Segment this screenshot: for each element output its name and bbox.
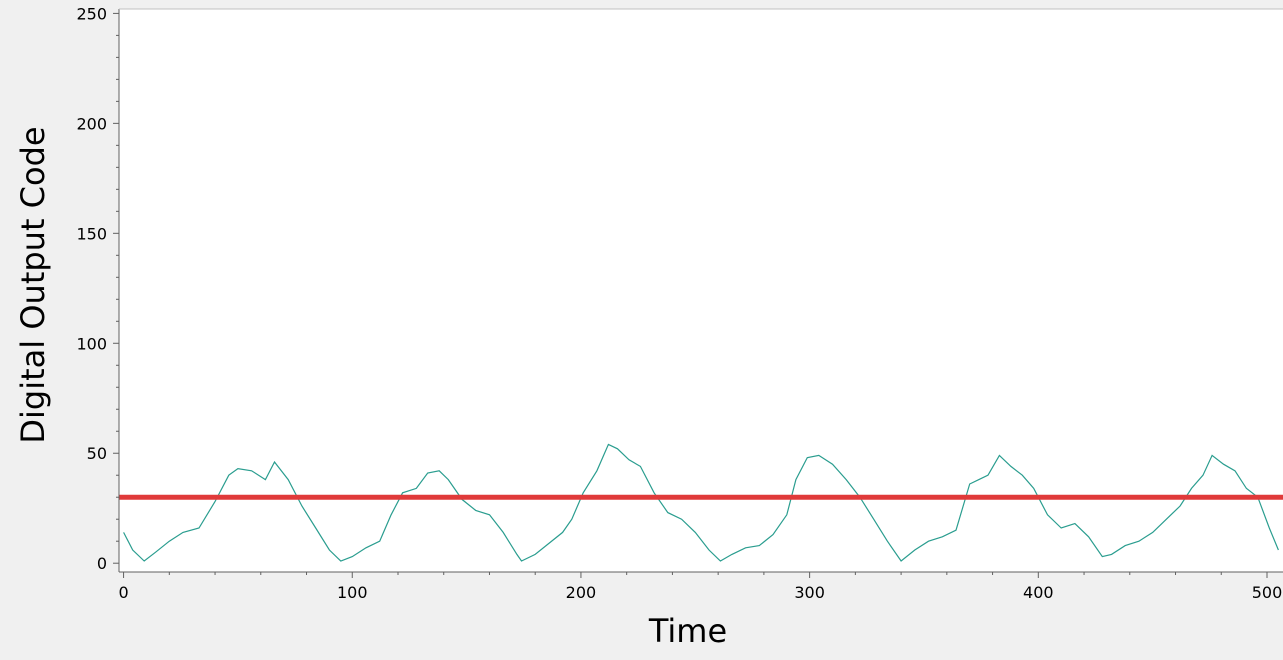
y-ticks: 0 50 100 150 200 250 (76, 4, 119, 573)
y-axis-title: Digital Output Code (14, 126, 52, 443)
axes-layer (118, 8, 1283, 573)
y-tick-label: 100 (76, 334, 107, 353)
series-layer (123, 443, 1279, 562)
y-tick-label: 0 (97, 554, 107, 573)
x-ticks: 0 100 200 300 400 500 (118, 572, 1282, 602)
series-line-0 (123, 443, 1279, 562)
x-tick-label: 200 (566, 583, 597, 602)
y-tick-label: 150 (76, 224, 107, 243)
y-tick-label: 50 (87, 444, 107, 463)
y-tick-label: 200 (76, 114, 107, 133)
y-tick-label: 250 (76, 4, 107, 23)
x-tick-label: 400 (1023, 583, 1054, 602)
x-axis-title: Time (648, 612, 727, 650)
x-tick-label: 500 (1252, 583, 1283, 602)
x-tick-label: 300 (794, 583, 825, 602)
x-tick-label: 0 (118, 583, 128, 602)
plot-area (119, 9, 1283, 572)
x-tick-label: 100 (337, 583, 368, 602)
